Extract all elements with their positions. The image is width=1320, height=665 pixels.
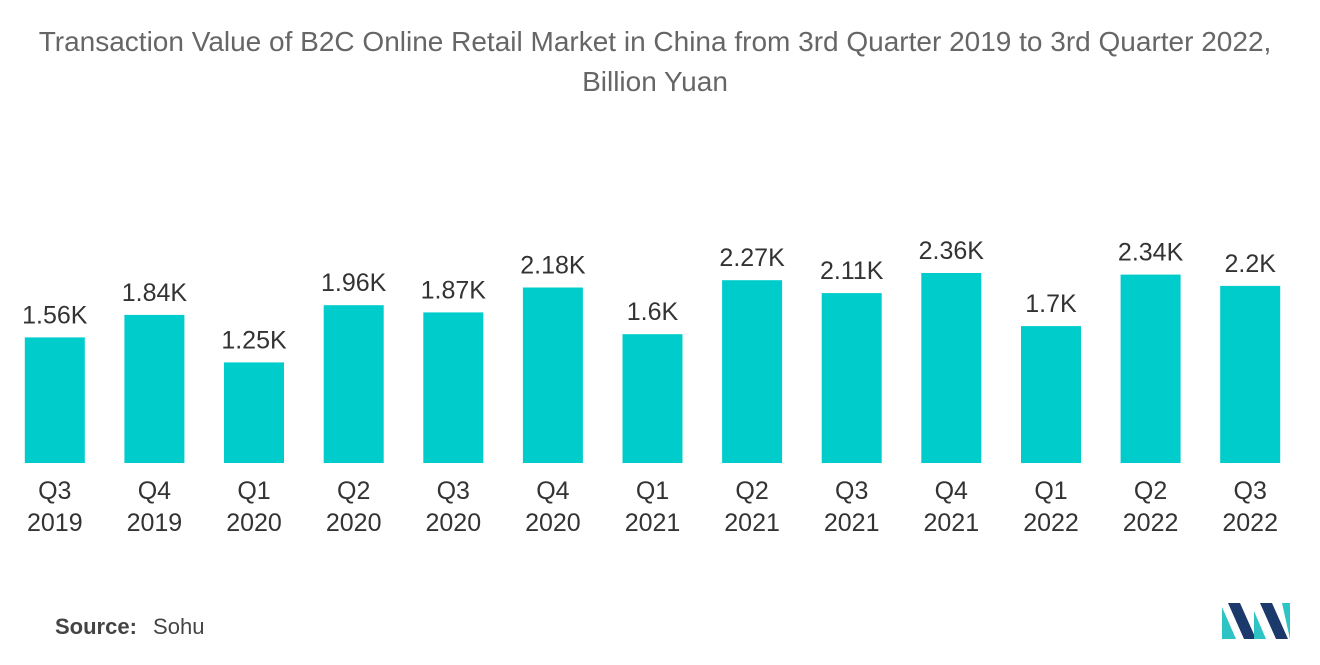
bar-7 [722, 280, 783, 463]
x-tick-year-12: 2022 [1222, 509, 1278, 537]
bar-1 [124, 314, 185, 463]
x-tick-year-9: 2021 [923, 509, 979, 537]
bar-chart: 1.56K Q3 2019 1.84K Q4 2019 1.25K Q1 2020 1.96K Q2… [22, 237, 1281, 537]
bar-8 [821, 293, 882, 463]
logo-right-diagonal [1260, 603, 1288, 639]
chart-title: Transaction Value of B2C Online Retail M… [38, 26, 1272, 97]
data-label-5: 2.18K [520, 252, 586, 280]
bar-11 [1120, 274, 1181, 463]
data-label-11: 2.34K [1118, 239, 1184, 267]
x-tick-year-0: 2019 [27, 509, 83, 537]
x-tick-quarter-11: Q2 [1134, 477, 1167, 505]
bar-10 [1021, 326, 1081, 463]
x-tick-quarter-1: Q4 [138, 477, 171, 505]
data-label-0: 1.56K [22, 301, 88, 329]
data-label-1: 1.84K [122, 279, 188, 307]
x-tick-quarter-3: Q2 [337, 477, 370, 505]
bar-3 [323, 305, 384, 463]
source-note: Source: Sohu [55, 614, 204, 640]
data-label-7: 2.27K [719, 244, 785, 272]
logo-middle-stroke [1254, 611, 1266, 639]
bar-6 [622, 334, 683, 463]
data-label-12: 2.2K [1224, 250, 1276, 278]
bar-4 [423, 312, 484, 463]
x-tick-quarter-12: Q3 [1234, 477, 1267, 505]
data-label-2: 1.25K [221, 326, 287, 354]
data-label-6: 1.6K [627, 298, 679, 326]
x-tick-year-6: 2021 [625, 509, 681, 537]
x-tick-quarter-6: Q1 [636, 477, 669, 505]
bar-9 [921, 273, 982, 463]
source-value: Sohu [153, 614, 205, 639]
x-tick-year-3: 2020 [326, 509, 382, 537]
x-tick-quarter-0: Q3 [38, 477, 71, 505]
x-tick-quarter-8: Q3 [835, 477, 868, 505]
x-tick-year-2: 2020 [226, 509, 282, 537]
logo-left-diagonal [1228, 603, 1256, 639]
data-label-4: 1.87K [421, 276, 487, 304]
x-tick-quarter-5: Q4 [536, 477, 569, 505]
x-tick-quarter-7: Q2 [735, 477, 768, 505]
x-tick-year-10: 2022 [1023, 509, 1079, 537]
bar-5 [522, 287, 583, 463]
data-label-9: 2.36K [919, 237, 985, 265]
logo-left-stroke [1222, 607, 1236, 639]
x-tick-quarter-4: Q3 [437, 477, 470, 505]
bar-12 [1220, 285, 1281, 463]
x-tick-quarter-2: Q1 [237, 477, 270, 505]
brand-logo-icon [1222, 603, 1290, 639]
x-tick-year-5: 2020 [525, 509, 581, 537]
x-tick-quarter-9: Q4 [935, 477, 968, 505]
bar-2 [224, 362, 284, 463]
x-tick-year-7: 2021 [724, 509, 780, 537]
x-tick-year-4: 2020 [425, 509, 481, 537]
x-tick-year-11: 2022 [1123, 509, 1179, 537]
data-label-3: 1.96K [321, 269, 387, 297]
data-label-8: 2.11K [820, 257, 884, 285]
x-tick-year-1: 2019 [127, 509, 183, 537]
source-label: Source: [55, 614, 137, 639]
x-tick-year-8: 2021 [824, 509, 880, 537]
data-label-10: 1.7K [1025, 290, 1077, 318]
logo-right-stroke [1282, 603, 1290, 639]
bar-0 [24, 337, 85, 463]
x-tick-quarter-10: Q1 [1034, 477, 1067, 505]
